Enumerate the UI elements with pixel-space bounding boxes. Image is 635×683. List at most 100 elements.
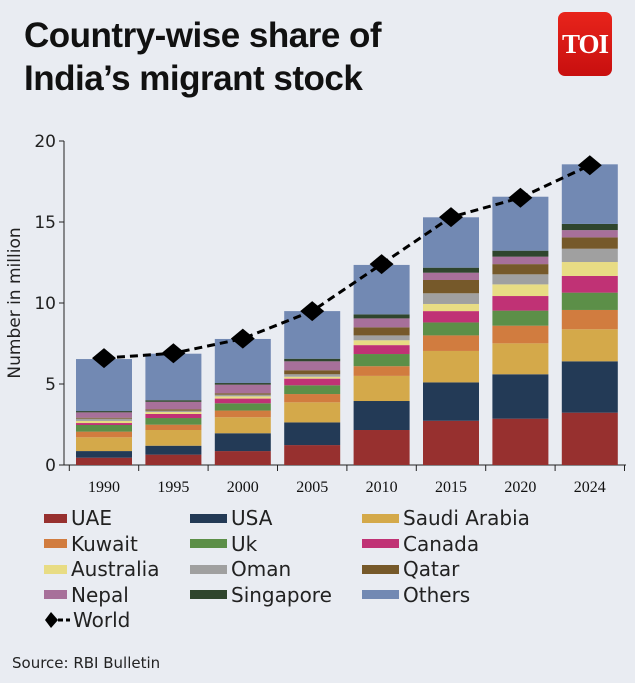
bar-qatar-2015 [423,279,479,294]
x-tick-label-2020: 2020 [504,479,536,496]
bar-uk-2005 [284,385,341,395]
legend-label: Australia [71,557,160,581]
toi-logo: TOI [558,12,612,76]
bar-usa-1995 [145,445,202,455]
bar-uae-2015 [423,420,479,465]
bar-qatar-2020 [492,264,549,275]
legend-label: World [73,608,131,632]
x-tick-label-2000: 2000 [227,479,259,496]
bar-uk-2024 [561,292,618,310]
bar-singapore-1990 [76,411,132,413]
legend-label: Canada [403,531,480,556]
y-tick-label: 10 [34,294,56,314]
world-point-2020 [508,187,533,208]
stacked-bar-chart: 0 5 10 15 20 Number in million 1990 1995 2000 200… [5,132,626,496]
bar-singapore-2020 [492,250,549,257]
legend-item-canada: Canada [362,533,479,555]
bar-canada-2015 [423,311,479,323]
x-tick-label-1995: 1995 [157,479,189,496]
world-point-2005 [300,301,325,322]
chart-title: Country-wise share of India’s migrant st… [24,14,382,100]
legend-item-world: World [44,609,130,631]
y-tick-label: 20 [34,132,56,152]
bar-oman-1995 [145,410,202,413]
legend-swatch [362,513,399,523]
bar-kuwait-2000 [214,410,271,418]
legend-item-australia: Australia [44,558,159,580]
legend-item-kuwait: Kuwait [44,533,138,555]
bar-uae-2005 [284,445,341,465]
legend-label: USA [231,506,273,530]
bar-nepal-2024 [561,230,618,238]
bar-kuwait-2010 [353,366,410,376]
source-note: Source: RBI Bulletin [12,654,161,672]
bar-australia-2010 [353,340,410,346]
bar-canada-2024 [561,275,618,293]
bar-kuwait-1990 [76,431,132,438]
bar-saudi-arabia-2024 [561,329,618,362]
bar-canada-1990 [76,423,132,425]
bar-oman-2024 [561,248,618,263]
bar-australia-1995 [145,412,202,414]
bar-uae-2000 [214,451,271,465]
legend-label: Nepal [71,582,129,607]
bar-kuwait-2015 [423,335,479,351]
bar-australia-1990 [76,420,132,424]
y-tick-label: 0 [45,456,56,476]
bar-singapore-2000 [214,383,271,385]
world-point-2010 [369,254,394,275]
bar-australia-2015 [423,303,479,312]
world-point-2024 [577,155,602,176]
legend-swatch [44,590,67,599]
bar-nepal-1995 [145,401,202,410]
bar-oman-2020 [492,274,549,285]
x-tick-label-2015: 2015 [435,479,467,496]
x-tick-label-2024: 2024 [574,479,606,496]
logo-text: TOI [561,28,609,59]
legend-swatch [44,539,67,548]
world-marker-icon [45,612,70,628]
bar-oman-2005 [284,374,341,377]
legend-item-singapore: Singapore [190,584,332,606]
x-tick-label-1990: 1990 [88,479,120,496]
legend-swatch [362,539,399,548]
bar-uk-2020 [492,310,549,326]
legend-item-saudi-arabia: Saudi Arabia [362,507,530,529]
bar-australia-2020 [492,284,549,297]
bar-uk-1990 [76,424,132,432]
legend-item-uk: Uk [190,533,257,555]
bar-australia-2024 [561,262,618,276]
bar-qatar-1990 [76,417,132,419]
bar-nepal-2000 [214,384,271,394]
bar-singapore-1995 [145,400,202,402]
legend-swatch [362,590,399,599]
bar-canada-2020 [492,296,549,311]
legend-swatch [44,564,67,574]
bar-nepal-2015 [423,272,479,280]
bar-canada-2010 [353,345,410,355]
bar-singapore-2015 [423,267,479,273]
legend-item-qatar: Qatar [362,558,459,580]
bar-australia-2000 [214,396,271,399]
bar-oman-1990 [76,418,132,421]
bar-uae-2024 [561,412,618,465]
legend-swatch [190,564,227,574]
bar-uk-2015 [423,322,479,336]
bar-uae-2020 [492,418,549,465]
bar-oman-2015 [423,293,479,304]
bar-canada-2005 [284,378,341,386]
world-line [103,163,591,360]
world-point-2015 [439,207,463,228]
bar-nepal-2020 [492,256,549,265]
bar-nepal-2010 [353,318,410,328]
bar-qatar-2000 [214,393,271,395]
title-line-2: India’s migrant stock [24,59,363,98]
legend-item-oman: Oman [190,558,291,580]
legend-swatch [190,513,227,523]
bar-usa-2020 [492,374,549,419]
legend-swatch [190,539,227,548]
bar-canada-2000 [214,398,271,404]
legend-item-usa: USA [190,507,272,529]
bar-kuwait-2024 [561,309,618,330]
x-tick-label-2010: 2010 [366,479,398,496]
